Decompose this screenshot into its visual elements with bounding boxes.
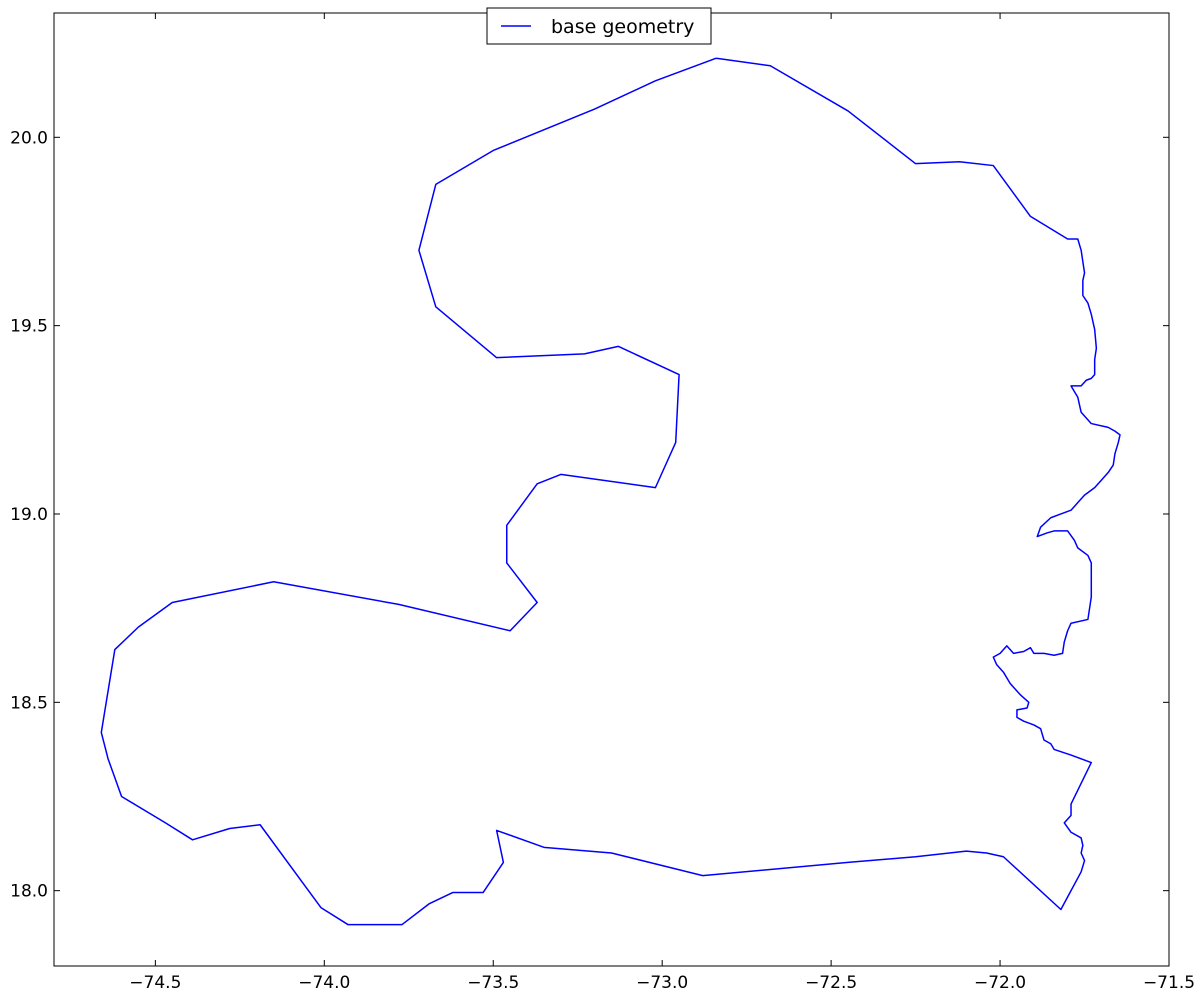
legend-label-base-geometry: base geometry (551, 16, 694, 38)
x-axis: −74.5 −74.0 −73.5 −73.0 −72.5 −72.0 −71.5 (129, 13, 1195, 993)
series-line-base-geometry (100, 57, 1121, 926)
x-tick-label: −73.0 (636, 973, 688, 993)
legend: base geometry (486, 7, 712, 45)
x-tick-label: −74.5 (129, 973, 181, 993)
y-tick-label: 18.5 (10, 693, 48, 713)
y-tick-label: 18.0 (10, 882, 48, 902)
x-tick-label: −72.5 (805, 973, 857, 993)
x-tick-label: −71.5 (1143, 973, 1195, 993)
series-layer (100, 57, 1121, 926)
y-tick-label: 20.0 (10, 128, 48, 148)
x-tick-label: −72.0 (974, 973, 1026, 993)
y-tick-label: 19.0 (10, 505, 48, 525)
y-axis: 18.0 18.5 19.0 19.5 20.0 (10, 128, 1169, 902)
plot-area-frame (53, 12, 1170, 967)
y-tick-label: 19.5 (10, 317, 48, 337)
x-tick-label: −74.0 (298, 973, 350, 993)
x-tick-label: −73.5 (467, 973, 519, 993)
